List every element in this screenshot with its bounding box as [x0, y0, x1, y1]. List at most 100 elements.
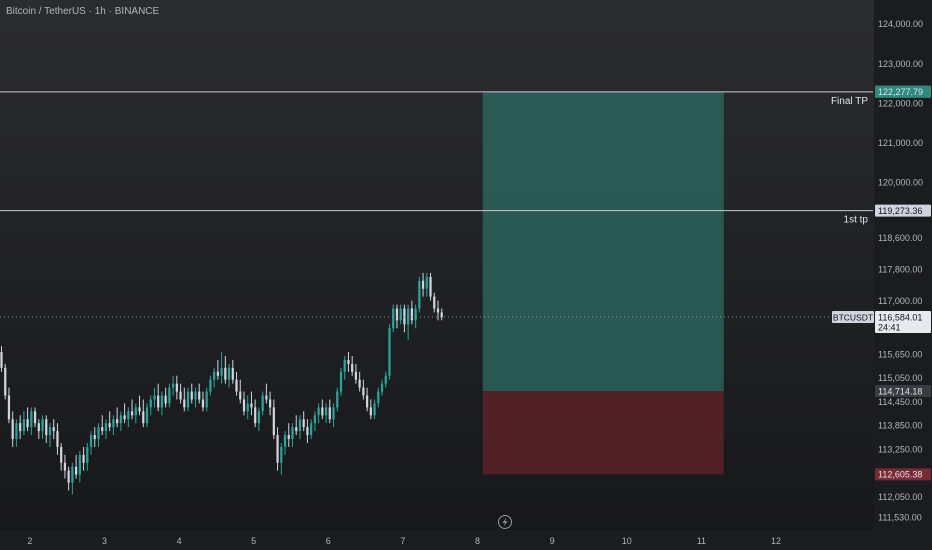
candle-body: [149, 399, 152, 408]
y-tick-label: 115,650.00: [878, 349, 922, 359]
x-tick-label: 8: [475, 536, 480, 546]
candle-body: [213, 371, 216, 380]
candle-body: [261, 395, 264, 412]
candle-body: [41, 419, 44, 432]
candle-body: [421, 280, 425, 289]
candle-body: [11, 419, 14, 440]
candle-body: [410, 308, 413, 321]
y-tick-label: 117,800.00: [878, 264, 922, 274]
candle-body: [179, 391, 182, 400]
candle-body: [254, 407, 257, 424]
candle-body: [82, 454, 85, 463]
candle-body: [127, 411, 130, 420]
candle-body: [108, 423, 111, 428]
candle-body: [235, 379, 238, 392]
candle-body: [157, 395, 160, 408]
candle-body: [15, 423, 18, 440]
candle-body: [239, 391, 242, 400]
x-tick-label: 11: [697, 536, 706, 546]
candle-body: [198, 391, 201, 400]
candle-body: [324, 407, 328, 416]
candle-body: [0, 352, 3, 368]
candle-body: [97, 427, 100, 440]
current-price-tag: 116,584.01: [878, 312, 922, 322]
candle-body: [220, 367, 223, 376]
candle-body: [291, 427, 294, 440]
candle-body: [168, 387, 171, 404]
candle-body: [339, 371, 343, 392]
time-axis[interactable]: [0, 530, 874, 550]
candle-body: [183, 399, 186, 408]
candle-body: [358, 379, 361, 388]
candle-body: [436, 308, 440, 313]
candle-body: [388, 328, 391, 376]
candle-body: [425, 276, 428, 289]
candle-body: [336, 391, 339, 408]
candle-body: [298, 419, 302, 432]
candle-body: [332, 407, 335, 420]
chart-title: Bitcoin / TetherUS · 1h · BINANCE: [6, 6, 160, 17]
level-price-tag-bg: [875, 85, 931, 98]
candle-body: [295, 427, 298, 432]
candle-body: [313, 415, 316, 424]
x-tick-label: 3: [102, 536, 107, 546]
level-price-tag-bg: [875, 204, 931, 217]
candle-body: [160, 395, 164, 408]
candle-body: [317, 407, 320, 416]
candle-body: [74, 466, 78, 475]
y-tick-label: 112,050.00: [878, 492, 922, 502]
candle-body: [26, 419, 29, 428]
candle-body: [418, 280, 421, 309]
candle-body: [4, 367, 7, 396]
candle-body: [414, 308, 417, 321]
candle-body: [257, 411, 261, 424]
candle-body: [194, 391, 197, 400]
candle-body: [52, 427, 55, 432]
loss-zone[interactable]: [482, 391, 724, 475]
candle-body: [164, 395, 167, 404]
candle-body: [392, 308, 395, 329]
x-tick-label: 5: [251, 536, 256, 546]
candle-body: [365, 395, 369, 408]
price-tag-bg: [875, 385, 931, 398]
candle-body: [201, 399, 205, 408]
lightning-icon[interactable]: [498, 515, 512, 529]
candle-body: [362, 387, 365, 396]
candle-body: [60, 446, 63, 463]
candle-body: [268, 399, 272, 408]
candle-body: [384, 375, 387, 384]
candle-body: [56, 431, 59, 447]
candle-body: [287, 435, 290, 440]
x-tick-label: 12: [771, 536, 781, 546]
lightning-icon-ring: [498, 515, 512, 529]
price-tag-bg: [875, 468, 931, 481]
profit-zone[interactable]: [482, 91, 724, 392]
price-axis[interactable]: [874, 0, 932, 550]
y-tick-label: 114,450.00: [878, 397, 922, 407]
candle-body: [45, 419, 48, 436]
candle-body: [205, 391, 208, 408]
candle-body: [112, 419, 115, 428]
level-price-tag: 122,277.79: [878, 87, 923, 97]
candle-body: [175, 383, 178, 392]
level-label: 1st tp: [844, 215, 869, 226]
current-price-tag-bg: [875, 311, 931, 334]
candle-body: [276, 435, 279, 463]
candle-body: [328, 407, 331, 420]
candle-body: [142, 411, 145, 424]
candle-body: [116, 419, 119, 424]
candle-body: [242, 399, 246, 412]
candle-body: [227, 367, 231, 380]
x-tick-label: 9: [550, 536, 555, 546]
candle-body: [101, 427, 104, 432]
candle-body: [145, 407, 149, 424]
candle-body: [343, 359, 346, 372]
x-tick-label: 4: [177, 536, 182, 546]
candle-body: [78, 454, 81, 475]
candle-body: [306, 427, 309, 436]
candle-body: [71, 466, 74, 483]
candle-body: [33, 411, 37, 424]
